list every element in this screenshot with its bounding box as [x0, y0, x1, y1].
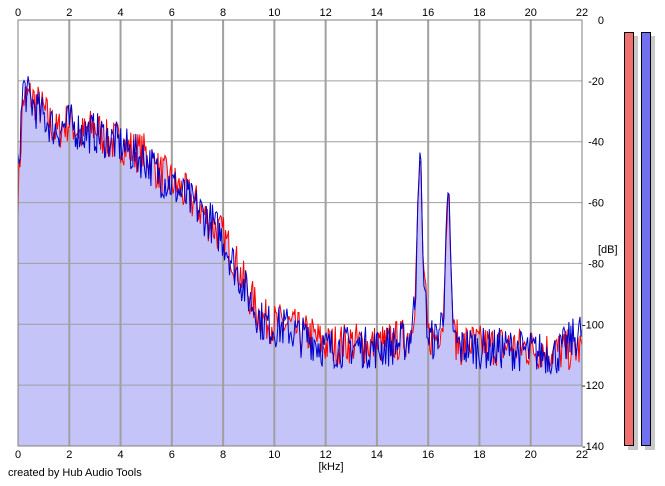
x-tick-label: 2	[66, 7, 72, 19]
x-axis-label: [kHz]	[318, 461, 343, 473]
x-tick-label: 14	[371, 7, 383, 19]
x-tick-label: 22	[576, 449, 588, 461]
x-tick-label: 18	[473, 7, 485, 19]
left-level-meter	[624, 32, 634, 446]
credit-text: created by Hub Audio Tools	[8, 467, 142, 479]
grid	[18, 20, 582, 446]
y-tick-label: 0	[598, 15, 604, 27]
spectrum-area	[18, 82, 582, 447]
x-tick-label: 10	[268, 7, 280, 19]
x-tick-label: 18	[473, 449, 485, 461]
x-tick-label: 14	[371, 449, 383, 461]
y-tick-labels: 0 -20 -40 -60 -80 -100 -120 -140	[582, 15, 604, 453]
x-tick-label: 22	[576, 7, 588, 19]
series-right-line	[17, 76, 583, 376]
right-level-meter	[641, 32, 651, 446]
x-tick-label: 12	[320, 449, 332, 461]
x-tick-labels-bottom: 0 2 4 6 8 10 12 14 16 18 20 22	[15, 449, 588, 461]
y-tick-label: -100	[582, 319, 604, 331]
x-tick-labels-top: 0 2 4 6 8 10 12 14 16 18 20 22	[15, 7, 588, 19]
x-tick-label: 8	[220, 7, 226, 19]
x-tick-label: 4	[117, 7, 123, 19]
y-axis-label: [dB]	[598, 244, 618, 256]
x-tick-label: 16	[422, 449, 434, 461]
x-tick-label: 2	[66, 449, 72, 461]
x-tick-label: 20	[525, 449, 537, 461]
spectrum-series	[17, 76, 583, 376]
x-tick-label: 16	[422, 7, 434, 19]
y-tick-label: -40	[588, 137, 604, 149]
x-tick-label: 6	[169, 7, 175, 19]
x-tick-label: 20	[525, 7, 537, 19]
x-tick-label: 4	[117, 449, 123, 461]
x-tick-label: 12	[320, 7, 332, 19]
y-tick-label: -140	[582, 441, 604, 453]
x-tick-label: 0	[15, 449, 21, 461]
plot-border	[17, 19, 583, 447]
y-tick-label: -60	[588, 198, 604, 210]
y-tick-label: -120	[582, 380, 604, 392]
y-tick-label: -20	[588, 76, 604, 88]
x-tick-label: 10	[268, 449, 280, 461]
x-tick-label: 6	[169, 449, 175, 461]
x-tick-label: 0	[15, 7, 21, 19]
spectrum-fill	[18, 82, 582, 447]
x-tick-label: 8	[220, 449, 226, 461]
y-tick-label: -80	[588, 258, 604, 270]
